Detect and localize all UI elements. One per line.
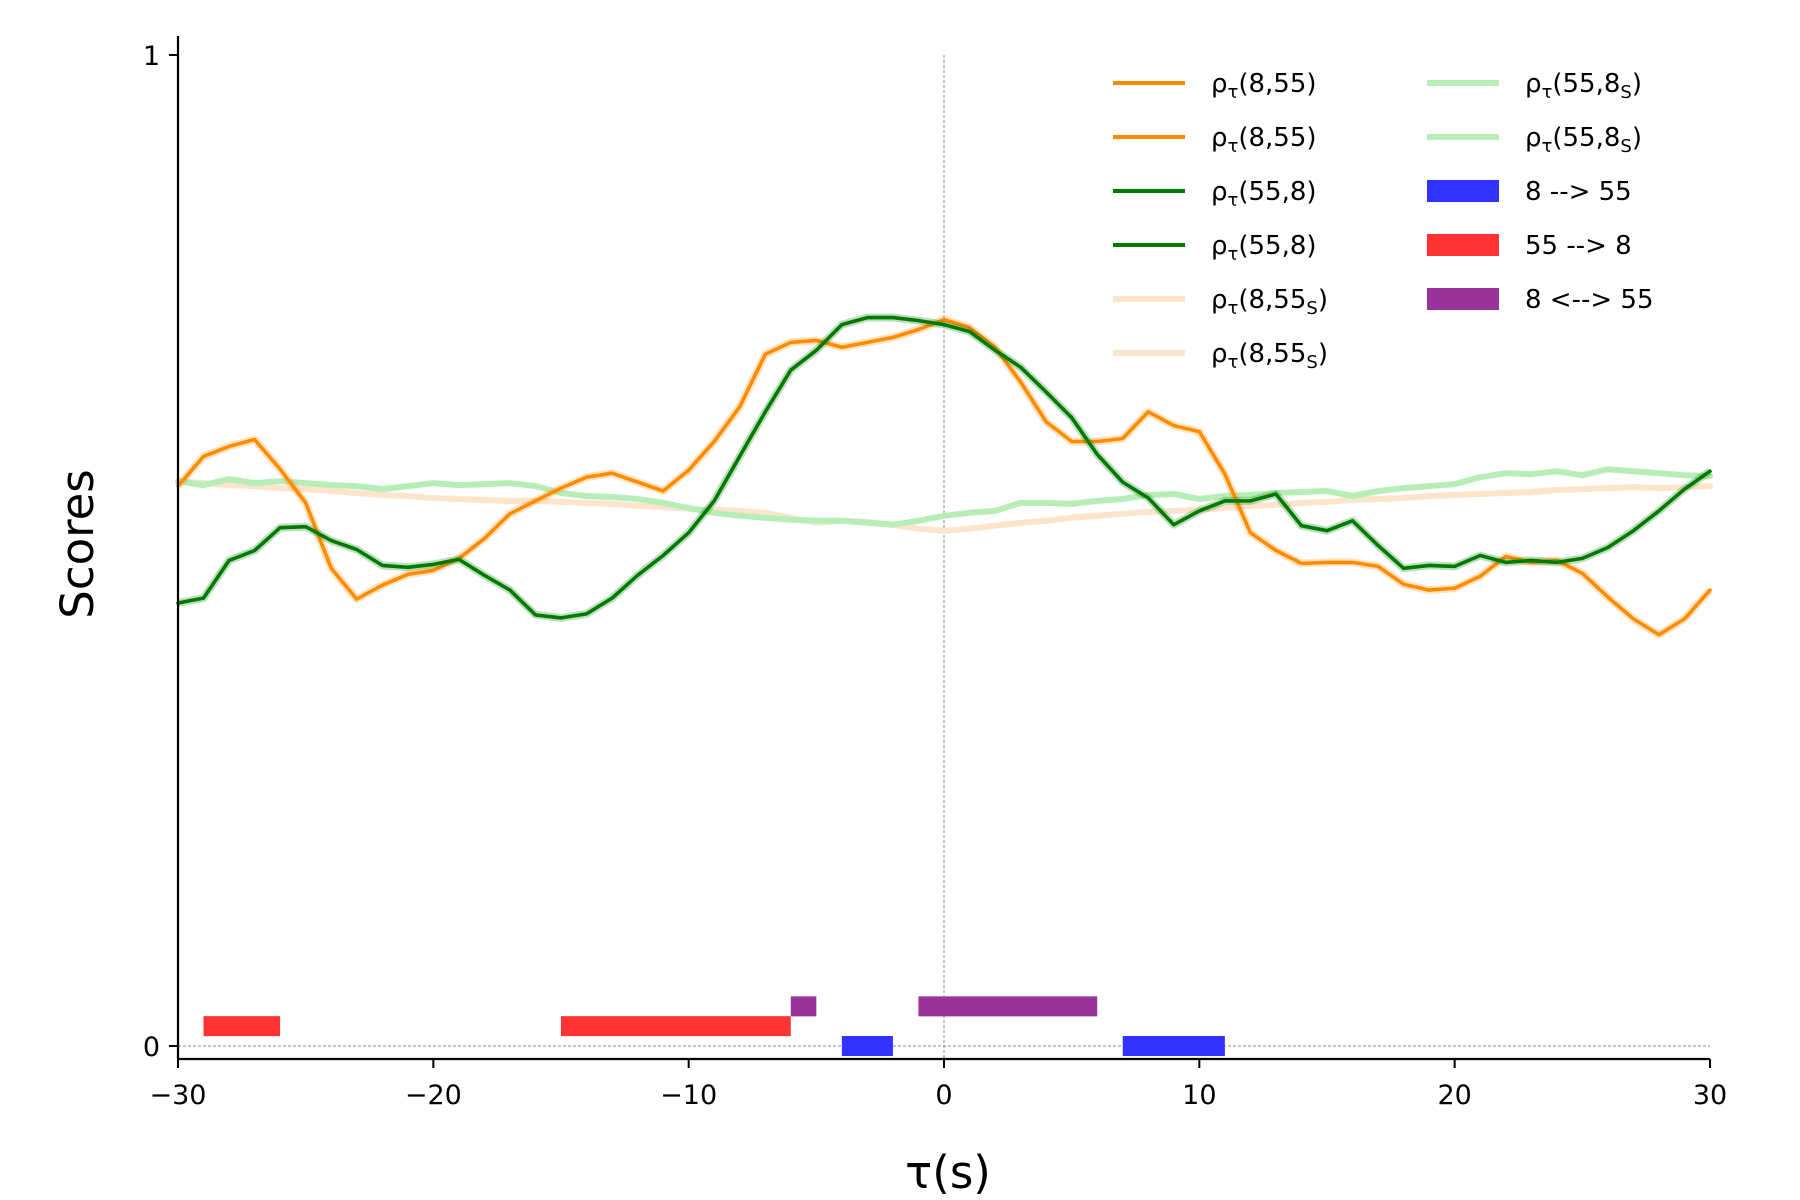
legend-handle-interval-0 [1427, 180, 1499, 202]
x-tick-label-0: −30 [150, 1080, 207, 1111]
legend-label-series-6: ρτ(55,8S) [1525, 69, 1642, 103]
legend-handle-interval-1 [1427, 234, 1499, 256]
x-tick-label-2: −10 [660, 1080, 717, 1111]
x-axis-title: τ(s) [905, 1146, 991, 1199]
series-lines [174, 313, 1713, 639]
y-tick-label-0: 0 [143, 1032, 160, 1063]
interval-bar-2-1 [918, 996, 1098, 1017]
legend-label-series-2: ρτ(55,8) [1211, 177, 1317, 211]
series-line-6 [175, 466, 1713, 528]
reference-lines [178, 55, 1710, 1059]
y-axis-title: Scores [51, 469, 104, 618]
legend-handle-interval-2 [1427, 288, 1499, 310]
series-line-0 [176, 317, 1712, 637]
interval-bar-2-0 [790, 996, 817, 1017]
legend-label-series-3: ρτ(55,8) [1211, 231, 1317, 265]
legend-label-series-5: ρτ(8,55S) [1211, 339, 1328, 373]
legend-label-interval-0: 8 --> 55 [1525, 177, 1632, 207]
x-tick-label-3: 0 [935, 1080, 952, 1111]
legend-label-interval-1: 55 --> 8 [1525, 231, 1632, 261]
interval-bar-1-0 [203, 1016, 281, 1037]
series-line-4 [175, 478, 1713, 534]
tick-marks: −30 −20 −10 0 10 20 30 0 1 [143, 41, 1727, 1111]
interval-bar-0-1 [1122, 1036, 1225, 1056]
legend-label-interval-2: 8 <--> 55 [1525, 285, 1654, 315]
series-line-2 [176, 315, 1712, 620]
legend: ρτ(8,55) ρτ(8,55) ρτ(55,8) ρτ(55,8) ρτ(8,55S… [1113, 69, 1654, 373]
x-tick-label-5: 20 [1437, 1080, 1471, 1111]
legend-label-series-0: ρτ(8,55) [1211, 69, 1317, 103]
x-tick-label-6: 30 [1693, 1080, 1727, 1111]
legend-label-series-1: ρτ(8,55) [1211, 123, 1317, 157]
x-tick-label-1: −20 [405, 1080, 462, 1111]
interval-bar-1-1 [561, 1016, 791, 1037]
legend-label-series-4: ρτ(8,55S) [1211, 285, 1328, 319]
x-tick-label-4: 10 [1182, 1080, 1216, 1111]
interval-bars [203, 996, 1225, 1056]
y-tick-label-1: 1 [143, 41, 160, 72]
interval-bar-0-0 [841, 1036, 893, 1056]
legend-label-series-7: ρτ(55,8S) [1525, 123, 1642, 157]
